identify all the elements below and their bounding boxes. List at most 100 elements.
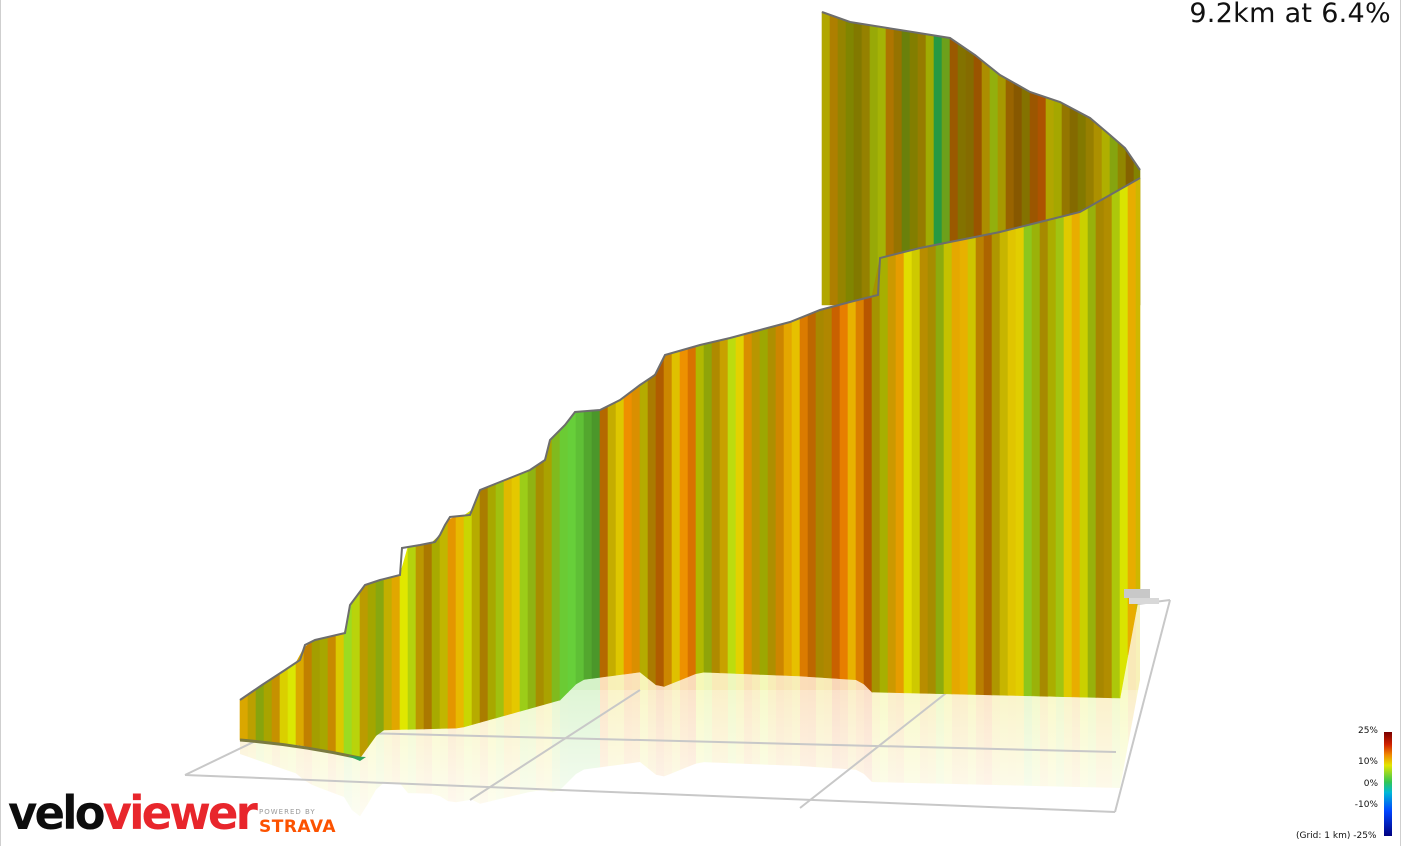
gradient-strip bbox=[279, 667, 289, 745]
legend-tick-0: 0% bbox=[1363, 779, 1378, 789]
legend-tick-10: 10% bbox=[1357, 757, 1378, 767]
gradient-strip bbox=[271, 672, 281, 744]
brand-name-part1: velo bbox=[8, 786, 106, 840]
climb-stats: 9.2km at 6.4% bbox=[1189, 0, 1391, 29]
gradient-strip bbox=[415, 543, 425, 730]
gradient-strip bbox=[247, 688, 257, 742]
gradient-strip bbox=[607, 401, 617, 677]
gradient-strip bbox=[471, 489, 481, 726]
gradient-strip bbox=[807, 311, 817, 678]
grid-line bbox=[184, 774, 1116, 813]
brand-name-part2: viewer bbox=[102, 786, 258, 840]
grid-line bbox=[239, 729, 1117, 753]
gradient-strip bbox=[511, 473, 521, 714]
gradient-strip bbox=[695, 343, 705, 674]
gradient-strip bbox=[543, 437, 553, 705]
gradient-strip bbox=[383, 576, 393, 731]
grid-scale-label: (Grid: 1 km) -25% bbox=[1296, 831, 1377, 841]
gradient-strip bbox=[959, 238, 969, 695]
gradient-strip bbox=[735, 333, 745, 675]
gradient-strip bbox=[367, 580, 377, 748]
gradient-strip bbox=[407, 545, 417, 730]
gradient-strip bbox=[647, 372, 657, 686]
gradient-strip bbox=[479, 486, 489, 723]
gradient-strip bbox=[871, 257, 881, 693]
strava-logo: STRAVA bbox=[259, 817, 337, 837]
gradient-color-bar bbox=[1384, 732, 1392, 836]
gradient-strip bbox=[823, 306, 833, 679]
gradient-strip bbox=[679, 348, 689, 681]
gradient-strip bbox=[391, 574, 401, 731]
gradient-strip bbox=[535, 460, 545, 708]
gradient-strip bbox=[503, 476, 513, 717]
gradient-strip bbox=[559, 420, 569, 701]
reflection-strip bbox=[1136, 590, 1140, 702]
gradient-strip bbox=[655, 356, 665, 687]
gradient-strip bbox=[879, 255, 889, 693]
gradient-strip bbox=[551, 429, 561, 703]
legend-tick-25: 25% bbox=[1357, 726, 1378, 736]
gradient-strip bbox=[583, 410, 593, 680]
gradient-strip bbox=[943, 241, 953, 695]
profile-walls bbox=[239, 11, 1141, 760]
gradient-strip bbox=[431, 534, 441, 730]
gradient-strip bbox=[359, 583, 369, 759]
gradient-strip bbox=[575, 410, 585, 685]
gradient-strip bbox=[1055, 215, 1065, 697]
gradient-strip bbox=[631, 384, 641, 674]
gradient-strip bbox=[1135, 177, 1141, 612]
gradient-strip bbox=[319, 636, 329, 752]
gradient-strip bbox=[335, 632, 345, 755]
gradient-strip bbox=[263, 677, 273, 743]
veloviewer-logo[interactable]: veloviewer POWERED BY STRAVA bbox=[8, 786, 348, 842]
gradient-strip bbox=[1103, 193, 1113, 699]
gradient-strip bbox=[853, 22, 863, 306]
gradient-strip bbox=[663, 352, 673, 687]
gradient-strip bbox=[869, 24, 879, 306]
gradient-strip bbox=[919, 246, 929, 694]
gradient-strip bbox=[847, 300, 857, 681]
gradient-strip bbox=[839, 302, 849, 680]
gradient-strip bbox=[831, 304, 841, 679]
gradient-strip bbox=[1023, 223, 1033, 697]
gradient-strip bbox=[343, 602, 353, 757]
gradient-strip bbox=[399, 546, 409, 730]
gradient-strip bbox=[703, 341, 713, 673]
gradient-strip bbox=[861, 23, 871, 306]
gradient-strip bbox=[759, 327, 769, 676]
gradient-strip bbox=[895, 251, 905, 694]
gradient-strip bbox=[935, 242, 945, 695]
brand-wordmark: veloviewer bbox=[8, 786, 258, 840]
gradient-strip bbox=[615, 396, 625, 676]
gradient-strip bbox=[799, 314, 809, 677]
gradient-strip bbox=[975, 234, 985, 696]
gradient-strip bbox=[527, 465, 537, 710]
gradient-strip bbox=[1007, 227, 1017, 696]
gradient-strip bbox=[439, 520, 449, 729]
gradient-strip bbox=[967, 236, 977, 695]
gradient-strip bbox=[463, 509, 473, 728]
gradient-strip bbox=[1087, 202, 1097, 698]
gradient-strip bbox=[855, 298, 865, 685]
gradient-strip bbox=[487, 483, 497, 721]
gradient-strip bbox=[255, 683, 265, 743]
gradient-strip bbox=[1079, 206, 1089, 698]
gradient-strip bbox=[815, 308, 825, 678]
gradient-strip bbox=[791, 317, 801, 677]
gradient-strip bbox=[887, 253, 897, 693]
gradient-strip bbox=[863, 296, 873, 693]
gradient-strip bbox=[351, 590, 361, 759]
gradient-strip bbox=[455, 515, 465, 729]
gradient-strip bbox=[327, 634, 337, 754]
gradient-strip bbox=[1039, 219, 1049, 697]
gradient-strip bbox=[1071, 211, 1081, 698]
grid-line bbox=[799, 689, 951, 809]
gradient-strip bbox=[711, 339, 721, 674]
gradient-strip bbox=[687, 345, 697, 678]
gradient-strip bbox=[727, 336, 737, 674]
powered-by-label: POWERED BY bbox=[259, 808, 316, 816]
grid-line bbox=[469, 689, 641, 801]
gradient-strip bbox=[1111, 188, 1121, 699]
gradient-strip bbox=[743, 331, 753, 675]
